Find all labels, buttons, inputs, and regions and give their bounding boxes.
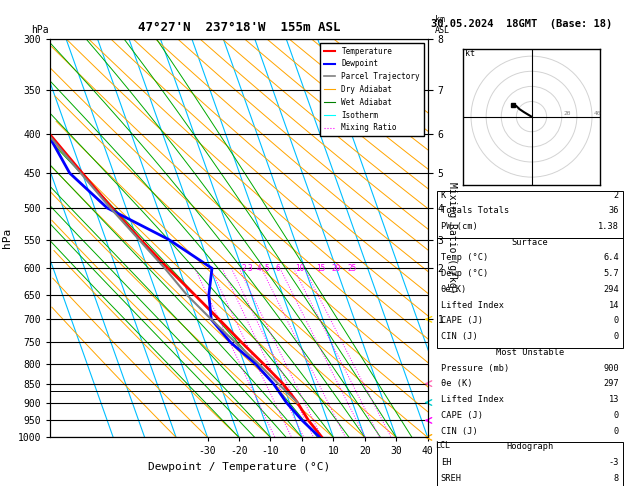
Text: EH: EH — [441, 458, 452, 467]
Text: Lifted Index: Lifted Index — [441, 395, 504, 404]
Text: 1.38: 1.38 — [598, 222, 619, 231]
Title: 47°27'N  237°18'W  155m ASL: 47°27'N 237°18'W 155m ASL — [138, 20, 340, 34]
Text: 0: 0 — [614, 411, 619, 420]
Text: 2: 2 — [614, 191, 619, 200]
Text: CIN (J): CIN (J) — [441, 427, 477, 436]
Text: CAPE (J): CAPE (J) — [441, 411, 483, 420]
Text: km
ASL: km ASL — [435, 16, 450, 35]
Text: CAPE (J): CAPE (J) — [441, 316, 483, 326]
Text: 6.4: 6.4 — [603, 254, 619, 262]
Text: 2: 2 — [241, 264, 246, 273]
Text: 20: 20 — [563, 111, 571, 116]
Text: 297: 297 — [603, 380, 619, 388]
Text: -3: -3 — [608, 458, 619, 467]
Text: 4: 4 — [257, 264, 262, 273]
Text: 6: 6 — [276, 264, 281, 273]
Y-axis label: Mixing Ratio (g/kg): Mixing Ratio (g/kg) — [447, 182, 457, 294]
Bar — [437, 442, 623, 486]
X-axis label: Dewpoint / Temperature (°C): Dewpoint / Temperature (°C) — [148, 462, 330, 472]
Text: 900: 900 — [603, 364, 619, 373]
Text: 40: 40 — [594, 111, 601, 116]
Text: 10: 10 — [296, 264, 304, 273]
Text: Totals Totals: Totals Totals — [441, 206, 509, 215]
Text: 14: 14 — [608, 301, 619, 310]
Bar — [50, 262, 428, 391]
Text: θe(K): θe(K) — [441, 285, 467, 294]
Legend: Temperature, Dewpoint, Parcel Trajectory, Dry Adiabat, Wet Adiabat, Isotherm, Mi: Temperature, Dewpoint, Parcel Trajectory… — [320, 43, 424, 136]
Text: 13: 13 — [608, 395, 619, 404]
Text: Most Unstable: Most Unstable — [496, 348, 564, 357]
Text: 0: 0 — [614, 427, 619, 436]
Y-axis label: hPa: hPa — [3, 228, 12, 248]
Text: Surface: Surface — [511, 238, 548, 247]
Text: 25: 25 — [347, 264, 357, 273]
Text: 20: 20 — [331, 264, 341, 273]
Text: 15: 15 — [316, 264, 325, 273]
Text: kt: kt — [465, 49, 475, 58]
Text: 0: 0 — [614, 332, 619, 341]
Text: Dewp (°C): Dewp (°C) — [441, 269, 488, 278]
Text: 3: 3 — [247, 264, 252, 273]
Text: K: K — [441, 191, 446, 200]
Text: LCL: LCL — [435, 441, 450, 451]
Text: 8: 8 — [614, 474, 619, 483]
Text: 5.7: 5.7 — [603, 269, 619, 278]
Text: Pressure (mb): Pressure (mb) — [441, 364, 509, 373]
Text: 36: 36 — [608, 206, 619, 215]
Text: Hodograph: Hodograph — [506, 442, 554, 451]
Text: 30.05.2024  18GMT  (Base: 18): 30.05.2024 18GMT (Base: 18) — [431, 19, 612, 30]
Text: 294: 294 — [603, 285, 619, 294]
Text: hPa: hPa — [31, 25, 49, 35]
Text: Temp (°C): Temp (°C) — [441, 254, 488, 262]
Text: SREH: SREH — [441, 474, 462, 483]
Text: PW (cm): PW (cm) — [441, 222, 477, 231]
Bar — [437, 191, 623, 238]
Text: θe (K): θe (K) — [441, 380, 472, 388]
Bar — [437, 238, 623, 348]
Text: CIN (J): CIN (J) — [441, 332, 477, 341]
Text: Lifted Index: Lifted Index — [441, 301, 504, 310]
Text: 5: 5 — [265, 264, 269, 273]
Text: 0: 0 — [614, 316, 619, 326]
